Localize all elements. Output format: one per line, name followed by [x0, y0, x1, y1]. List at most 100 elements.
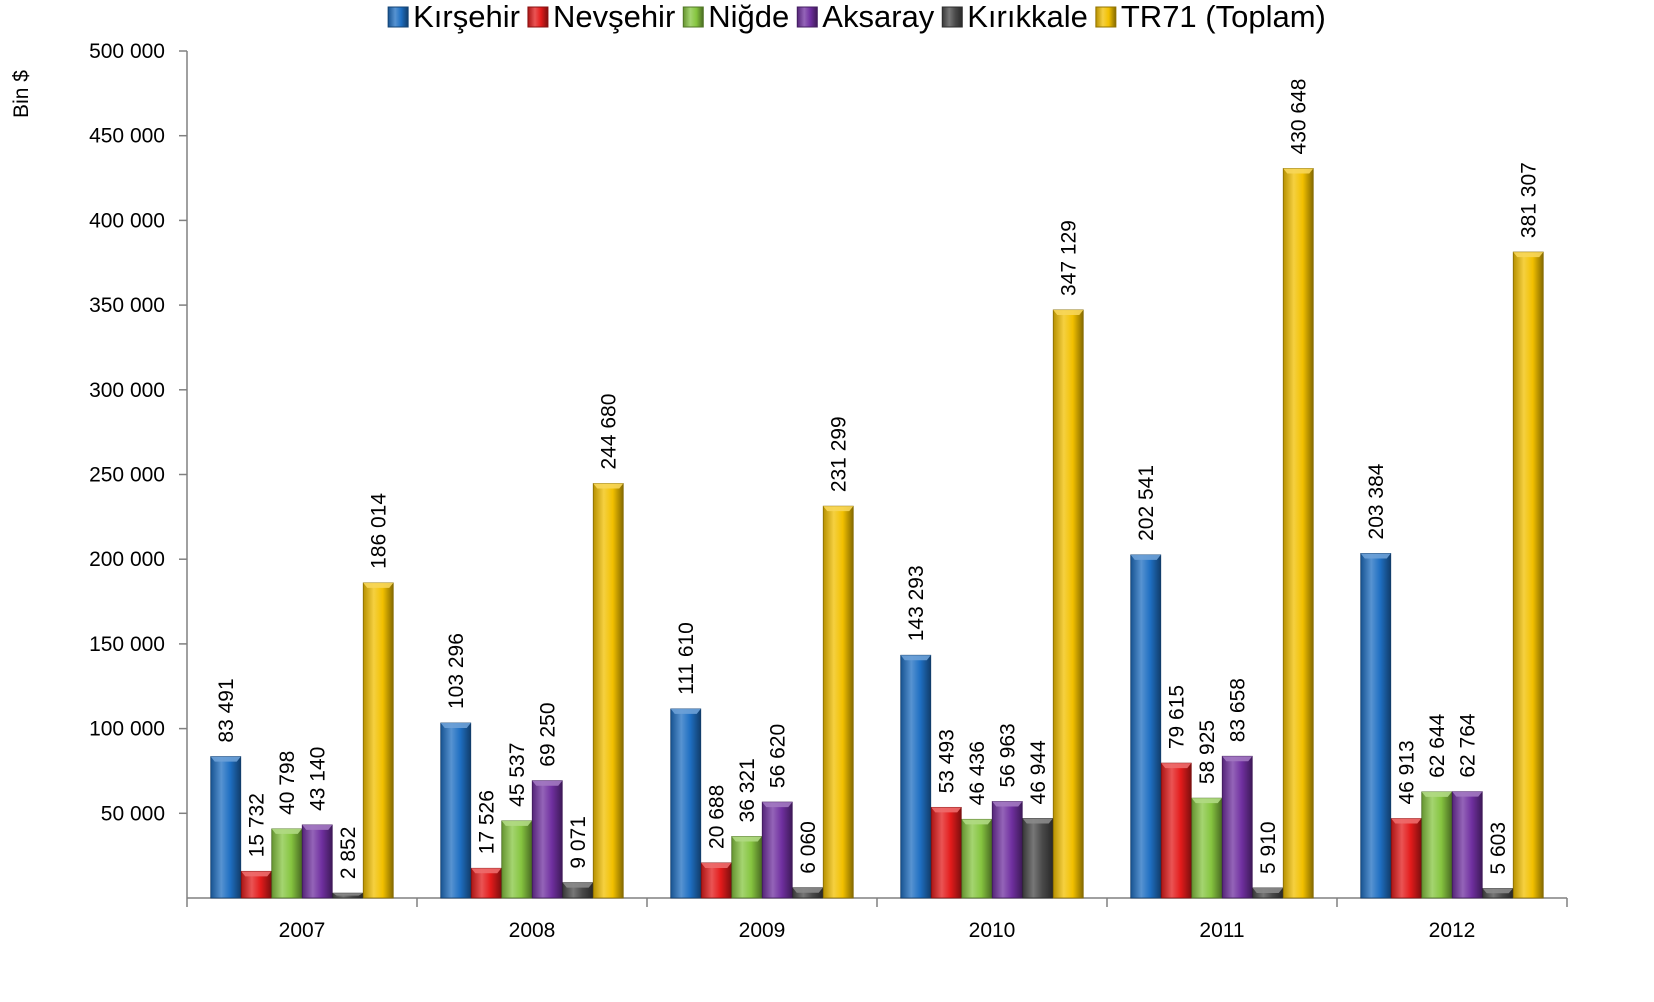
bar-aksaray-2007 [301, 824, 333, 899]
bar [1360, 553, 1392, 899]
bar [210, 756, 242, 899]
bar [1221, 755, 1253, 899]
data-label: 53 493 [935, 729, 958, 793]
bar [961, 818, 993, 899]
data-label: 430 648 [1287, 79, 1310, 155]
bar-bevel [1130, 554, 1161, 560]
bar-nev-ehir-2008 [470, 867, 502, 899]
bar [362, 582, 394, 899]
legend-item-3: Aksaray [796, 0, 935, 34]
legend-label: Niğde [708, 0, 789, 34]
bar-k-r-kkale-2007 [332, 892, 364, 899]
data-label: 46 436 [966, 741, 989, 805]
bar-aksaray-2011 [1221, 755, 1253, 899]
bar-k-r-kkale-2009 [792, 887, 824, 899]
data-label: 40 798 [276, 751, 299, 815]
bar [1390, 818, 1422, 899]
data-label: 143 293 [905, 565, 928, 641]
bar-bevel [762, 802, 793, 808]
bar-k-r-kkale-2011 [1252, 887, 1284, 899]
legend-swatch [387, 6, 409, 28]
bar [1282, 168, 1314, 899]
y-tick-label: 350 000 [89, 294, 165, 317]
bar [1130, 554, 1162, 899]
x-tick-label: 2010 [969, 919, 1016, 942]
y-tick-label: 500 000 [89, 40, 165, 63]
bar [1160, 762, 1192, 899]
bar-bevel [1360, 553, 1391, 559]
bar-bevel [363, 582, 394, 588]
legend-swatch [1095, 6, 1117, 28]
y-tick-label: 150 000 [89, 633, 165, 656]
legend-item-2: Niğde [682, 0, 789, 34]
data-label: 381 307 [1517, 162, 1540, 238]
bar [700, 862, 732, 899]
bar-bevel [1283, 168, 1314, 174]
bar-bevel [271, 828, 302, 834]
legend-item-5: TR71 (Toplam) [1095, 0, 1326, 34]
legend: Kırşehir Nevşehir Niğde Aksaray Kırıkkale TR7… [387, 0, 1326, 34]
data-label: 43 140 [306, 747, 329, 811]
data-label: 62 644 [1426, 713, 1449, 778]
data-label: 58 925 [1196, 720, 1219, 784]
bar-bevel [1161, 763, 1192, 769]
bar-k-r-ehir-2011 [1130, 554, 1162, 899]
bar-bevel [1421, 791, 1452, 797]
legend-label: Kırşehir [413, 0, 520, 34]
y-tick-label: 300 000 [89, 379, 165, 402]
bar [1022, 818, 1054, 899]
bar [1512, 251, 1544, 899]
bar-nev-ehir-2009 [700, 862, 732, 899]
bar-tr71-toplam--2010 [1052, 309, 1084, 899]
legend-swatch [527, 6, 549, 28]
bar-aksaray-2012 [1451, 791, 1483, 899]
data-label: 46 913 [1395, 740, 1418, 804]
bar-bevel [1222, 756, 1253, 762]
bar [670, 708, 702, 899]
bar-ni-de-2007 [271, 828, 303, 899]
bar-bevel [731, 836, 762, 842]
bar-tr71-toplam--2011 [1282, 168, 1314, 899]
bar-ni-de-2010 [961, 818, 993, 899]
bar-nev-ehir-2010 [930, 806, 962, 899]
bar-k-r-ehir-2007 [210, 756, 242, 899]
y-tick-label: 250 000 [89, 464, 165, 487]
bar [900, 654, 932, 899]
bar [501, 820, 533, 899]
data-label: 111 610 [675, 622, 698, 695]
bar-aksaray-2009 [761, 801, 793, 899]
bar-tr71-toplam--2009 [822, 505, 854, 899]
bar-bevel [471, 868, 502, 874]
bar [1191, 797, 1223, 899]
bar-bevel [701, 862, 732, 868]
bar-bevel [593, 483, 624, 489]
bar-bevel [792, 887, 823, 893]
bar-aksaray-2008 [531, 780, 563, 899]
bar-bevel [1252, 887, 1283, 893]
data-label: 5 603 [1487, 822, 1510, 875]
bar [991, 801, 1023, 899]
bar-k-r-kkale-2012 [1482, 888, 1514, 899]
y-tick-label: 50 000 [101, 802, 165, 825]
bar-bevel [332, 893, 363, 896]
bar [930, 806, 962, 899]
bar-tr71-toplam--2007 [362, 582, 394, 899]
bar-bevel [562, 882, 593, 888]
bar-nev-ehir-2011 [1160, 762, 1192, 899]
bar [761, 801, 793, 899]
x-tick-label: 2007 [279, 919, 326, 942]
data-label: 56 620 [766, 724, 789, 788]
bar-k-r-ehir-2010 [900, 654, 932, 899]
data-label: 15 732 [245, 793, 268, 857]
legend-label: Nevşehir [553, 0, 675, 34]
bar-bevel [931, 807, 962, 813]
y-tick-label: 450 000 [89, 125, 165, 148]
data-label: 17 526 [475, 790, 498, 854]
legend-item-1: Nevşehir [527, 0, 675, 34]
axes: Bin $ 50 000 100 000 150 000 200 000 250 000 3… [10, 40, 1568, 942]
bar-aksaray-2010 [991, 801, 1023, 899]
y-axis-label: Bin $ [10, 70, 33, 118]
bar-bevel [1191, 798, 1222, 804]
bar-nev-ehir-2012 [1390, 818, 1422, 899]
